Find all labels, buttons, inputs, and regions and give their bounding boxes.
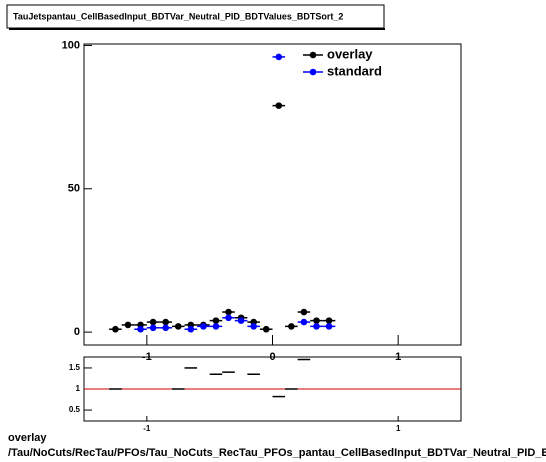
marker: [112, 325, 119, 333]
marker: [225, 314, 232, 322]
x-tick-label: -1: [143, 424, 151, 433]
y-tick-label: 50: [68, 183, 80, 195]
marker: [137, 325, 144, 333]
marker: [313, 323, 320, 330]
legend-marker: [309, 68, 317, 76]
y-tick-label: 0: [74, 326, 80, 338]
marker: [275, 102, 283, 109]
title: TauJetspantau_CellBasedInput_BDTVar_Neut…: [13, 11, 343, 21]
marker: [149, 318, 157, 326]
legend-marker: [309, 51, 317, 59]
marker: [124, 321, 132, 329]
marker: [162, 318, 169, 326]
y-tick-label: 100: [62, 39, 80, 51]
y-tick-label: 1.5: [69, 363, 81, 372]
marker: [212, 323, 220, 330]
marker: [162, 324, 169, 332]
marker: [174, 323, 182, 330]
marker: [237, 317, 245, 324]
marker: [325, 323, 333, 330]
marker: [300, 308, 308, 316]
marker: [325, 317, 333, 324]
y-tick-label: 1: [76, 384, 81, 393]
marker: [262, 325, 270, 333]
y-tick-label: 0.5: [69, 405, 81, 414]
x-tick-label: 1: [396, 424, 401, 433]
marker: [149, 324, 157, 332]
footer-2: /Tau/NoCuts/RecTau/PFOs/Tau_NoCuts_RecTa…: [8, 447, 546, 459]
marker: [300, 318, 308, 326]
legend-label: standard: [327, 63, 382, 78]
marker: [275, 53, 283, 61]
marker: [250, 323, 257, 330]
marker: [288, 323, 295, 330]
marker: [187, 325, 195, 333]
frame: [83, 43, 462, 346]
marker: [313, 317, 320, 324]
legend-label: overlay: [327, 46, 373, 61]
marker: [200, 323, 207, 330]
marker: [212, 317, 220, 324]
marker: [225, 308, 232, 316]
footer-1: overlay: [8, 432, 47, 444]
